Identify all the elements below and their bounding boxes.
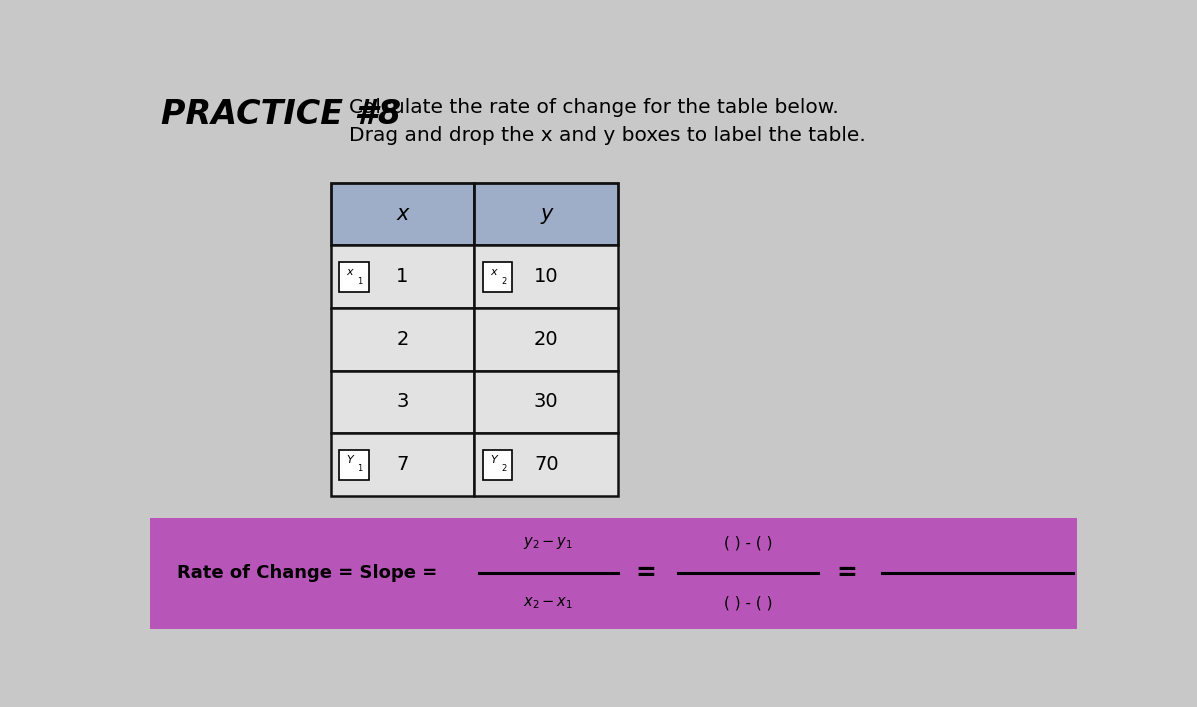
Text: Y: Y xyxy=(491,455,497,465)
Text: 2: 2 xyxy=(396,330,408,349)
Bar xyxy=(482,262,512,292)
Text: Rate of Change = Slope =: Rate of Change = Slope = xyxy=(177,564,438,583)
Text: 20: 20 xyxy=(534,330,559,349)
Text: =: = xyxy=(837,561,858,585)
Text: Y: Y xyxy=(347,455,353,465)
Text: x: x xyxy=(396,204,408,224)
Bar xyxy=(330,183,474,245)
Bar xyxy=(474,370,618,433)
Text: 7: 7 xyxy=(396,455,408,474)
Text: 2: 2 xyxy=(502,276,506,286)
Text: x: x xyxy=(347,267,353,277)
Bar xyxy=(330,433,474,496)
Text: x: x xyxy=(491,267,497,277)
Bar xyxy=(339,262,369,292)
Bar xyxy=(474,308,618,370)
Text: ( ) - ( ): ( ) - ( ) xyxy=(724,596,772,611)
Text: y: y xyxy=(540,204,552,224)
Text: 1: 1 xyxy=(358,276,363,286)
Text: $y_2 - y_1$: $y_2 - y_1$ xyxy=(523,535,573,551)
Bar xyxy=(330,308,474,370)
Bar xyxy=(474,433,618,496)
Bar xyxy=(150,518,1077,629)
Text: =: = xyxy=(636,561,656,585)
Text: ( ) - ( ): ( ) - ( ) xyxy=(724,536,772,551)
Text: 10: 10 xyxy=(534,267,559,286)
Bar xyxy=(474,183,618,245)
Bar xyxy=(474,245,618,308)
Text: $x_2 - x_1$: $x_2 - x_1$ xyxy=(523,595,573,612)
Text: 1: 1 xyxy=(396,267,408,286)
Text: 3: 3 xyxy=(396,392,408,411)
Bar xyxy=(339,450,369,479)
Bar xyxy=(330,245,474,308)
Text: 2: 2 xyxy=(502,464,506,474)
Text: 70: 70 xyxy=(534,455,559,474)
Bar xyxy=(330,370,474,433)
Text: PRACTICE #8: PRACTICE #8 xyxy=(160,98,401,132)
Bar xyxy=(482,450,512,479)
Text: 30: 30 xyxy=(534,392,559,411)
Text: 1: 1 xyxy=(358,464,363,474)
Text: Calculate the rate of change for the table below.
Drag and drop the x and y boxe: Calculate the rate of change for the tab… xyxy=(350,98,865,146)
